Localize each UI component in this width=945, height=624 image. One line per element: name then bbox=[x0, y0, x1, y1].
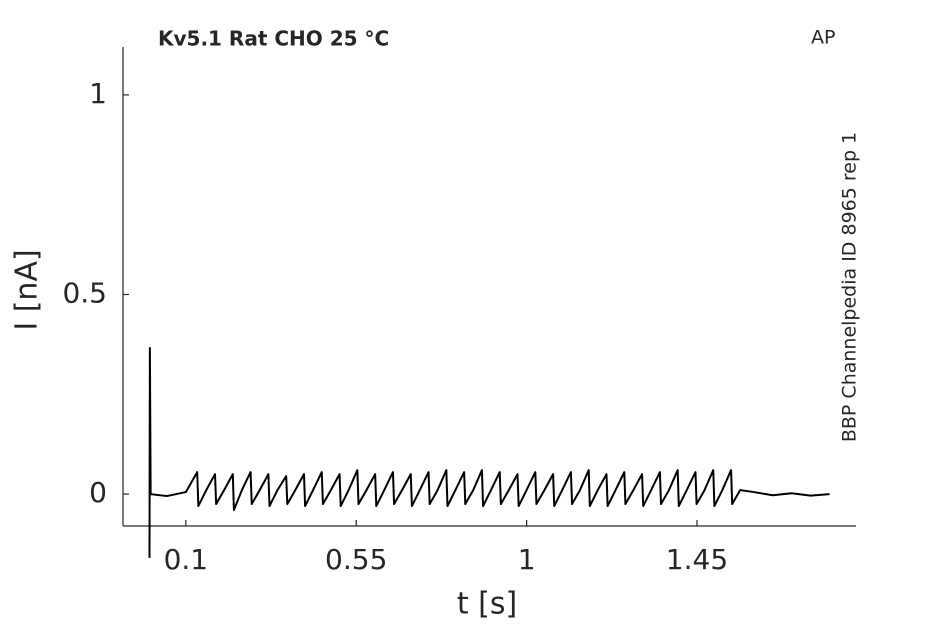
x-axis-label: t [s] bbox=[457, 587, 517, 622]
annotation: AP bbox=[811, 27, 835, 49]
x-tick-label: 1 bbox=[518, 543, 536, 576]
side-label: BBP Channelpedia ID 8965 rep 1 bbox=[839, 132, 861, 442]
y-tick-label: 0 bbox=[89, 476, 107, 509]
chart-title: Kv5.1 Rat CHO 25 °C bbox=[158, 27, 389, 51]
x-tick-label: 1.45 bbox=[666, 543, 728, 576]
x-tick-label: 0.1 bbox=[164, 543, 209, 576]
x-tick-label: 0.55 bbox=[325, 543, 387, 576]
y-tick-label: 1 bbox=[89, 77, 107, 110]
trace bbox=[148, 346, 830, 558]
y-tick-label: 0.5 bbox=[62, 276, 107, 309]
y-axis-label: I [nA] bbox=[10, 249, 45, 330]
